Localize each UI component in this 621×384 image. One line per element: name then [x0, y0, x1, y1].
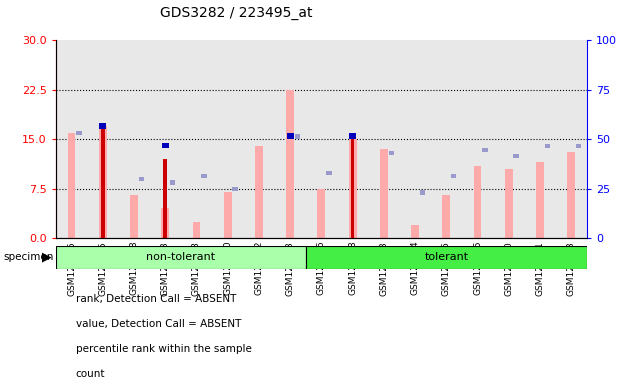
Bar	[163, 159, 167, 238]
Bar	[349, 133, 356, 139]
Bar	[201, 174, 207, 178]
Bar	[170, 180, 175, 185]
Text: non-tolerant: non-tolerant	[147, 252, 215, 262]
Bar	[505, 169, 513, 238]
Text: count: count	[76, 369, 106, 379]
Bar	[232, 187, 238, 191]
Bar	[287, 133, 294, 139]
Bar	[99, 126, 107, 238]
Bar	[545, 144, 550, 149]
Text: percentile rank within the sample: percentile rank within the sample	[76, 344, 252, 354]
Bar	[420, 190, 425, 195]
Bar	[138, 177, 144, 181]
Bar	[326, 170, 332, 175]
Bar	[442, 195, 450, 238]
Bar	[514, 154, 519, 158]
Bar	[451, 174, 456, 178]
Bar	[255, 146, 263, 238]
Bar	[224, 192, 232, 238]
Bar	[161, 143, 169, 149]
Bar	[576, 144, 581, 149]
Text: value, Detection Call = ABSENT: value, Detection Call = ABSENT	[76, 319, 241, 329]
Bar	[568, 152, 575, 238]
Text: tolerant: tolerant	[424, 252, 468, 262]
Bar	[536, 162, 544, 238]
Bar	[56, 246, 306, 269]
Bar	[286, 90, 294, 238]
Bar	[380, 149, 388, 238]
Bar	[306, 246, 587, 269]
Bar	[351, 132, 355, 238]
Bar	[317, 189, 325, 238]
Bar	[349, 139, 356, 238]
Bar	[193, 222, 201, 238]
Bar	[483, 147, 487, 152]
Bar	[68, 132, 75, 238]
Text: ▶: ▶	[42, 251, 52, 264]
Text: specimen: specimen	[3, 252, 53, 262]
Bar	[99, 123, 106, 129]
Bar	[295, 134, 301, 139]
Bar	[474, 166, 481, 238]
Bar	[161, 209, 169, 238]
Bar	[101, 126, 104, 238]
Bar	[76, 131, 82, 135]
Text: rank, Detection Call = ABSENT: rank, Detection Call = ABSENT	[76, 294, 236, 304]
Text: GDS3282 / 223495_at: GDS3282 / 223495_at	[160, 6, 312, 20]
Bar	[130, 195, 138, 238]
Bar	[389, 151, 394, 155]
Bar	[411, 225, 419, 238]
